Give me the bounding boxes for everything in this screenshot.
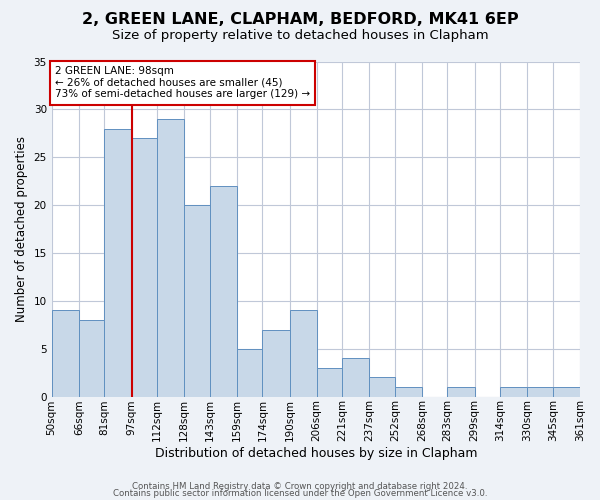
Bar	[553, 387, 580, 396]
Bar	[131, 138, 157, 396]
Bar	[237, 348, 262, 397]
Bar	[500, 387, 527, 396]
Text: Size of property relative to detached houses in Clapham: Size of property relative to detached ho…	[112, 29, 488, 42]
Bar	[209, 186, 237, 396]
Text: 2, GREEN LANE, CLAPHAM, BEDFORD, MK41 6EP: 2, GREEN LANE, CLAPHAM, BEDFORD, MK41 6E…	[82, 12, 518, 28]
Text: 2 GREEN LANE: 98sqm
← 26% of detached houses are smaller (45)
73% of semi-detach: 2 GREEN LANE: 98sqm ← 26% of detached ho…	[55, 66, 310, 100]
Bar	[317, 368, 342, 396]
Bar	[527, 387, 553, 396]
Bar	[262, 330, 290, 396]
Bar	[290, 310, 317, 396]
Bar	[184, 205, 209, 396]
Bar	[52, 310, 79, 396]
Bar	[157, 119, 184, 396]
Bar	[448, 387, 475, 396]
Bar	[395, 387, 422, 396]
Text: Contains public sector information licensed under the Open Government Licence v3: Contains public sector information licen…	[113, 489, 487, 498]
Text: Contains HM Land Registry data © Crown copyright and database right 2024.: Contains HM Land Registry data © Crown c…	[132, 482, 468, 491]
Y-axis label: Number of detached properties: Number of detached properties	[15, 136, 28, 322]
Bar	[370, 378, 395, 396]
Bar	[79, 320, 104, 396]
X-axis label: Distribution of detached houses by size in Clapham: Distribution of detached houses by size …	[155, 447, 477, 460]
Bar	[342, 358, 370, 397]
Bar	[104, 128, 131, 396]
